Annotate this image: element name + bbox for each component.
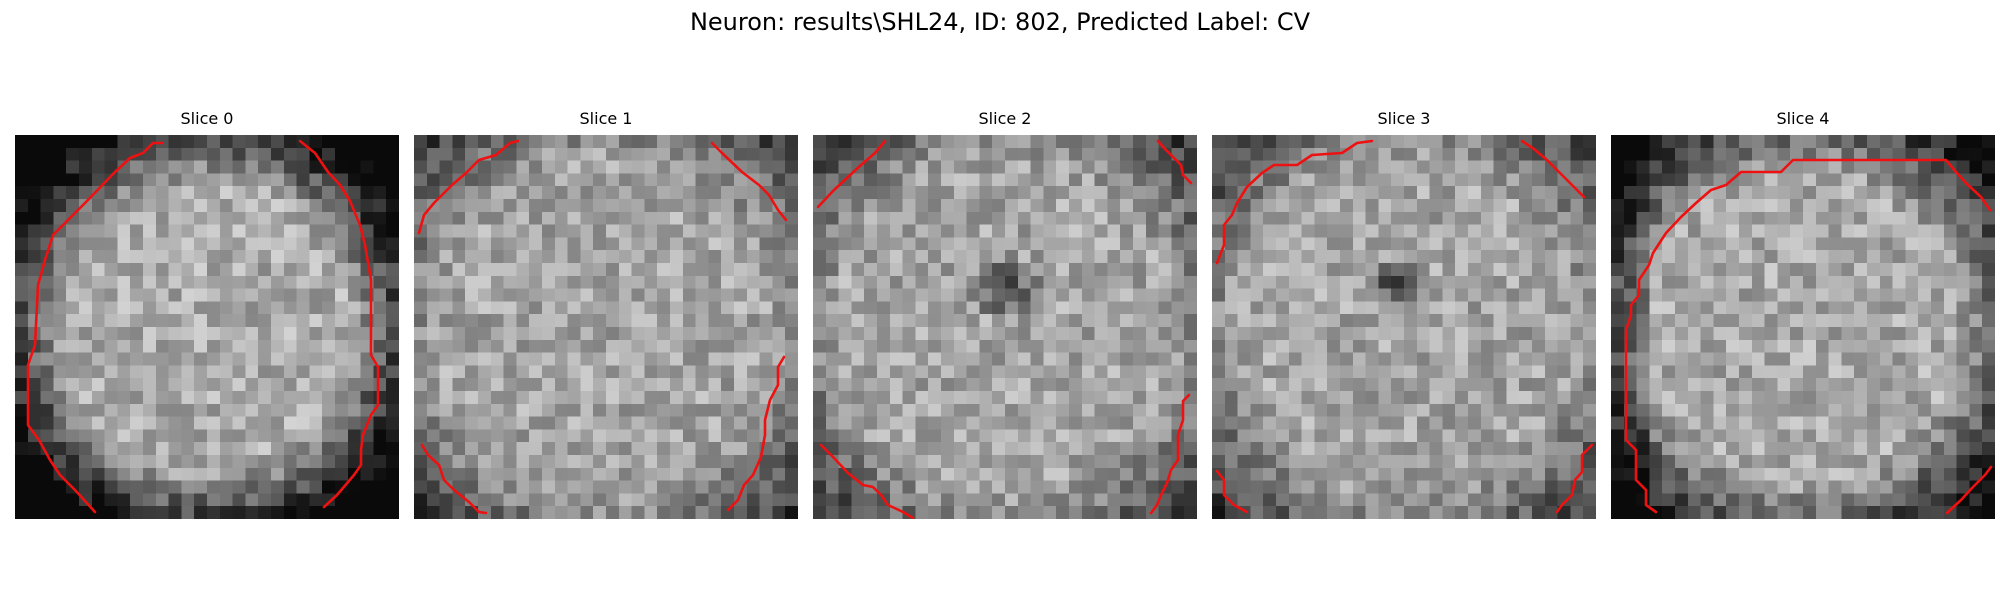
slice-title-3: Slice 3 [1377, 109, 1431, 128]
slice-image-2 [813, 135, 1197, 519]
slice-panel-1: Slice 1 [414, 108, 798, 519]
slice-panel-3: Slice 3 [1212, 108, 1596, 519]
slice-panel-0: Slice 0 [15, 108, 399, 519]
slice-image-0 [15, 135, 399, 519]
slice-image-1 [414, 135, 798, 519]
slice-title-1: Slice 1 [579, 109, 633, 128]
slice-title-2: Slice 2 [978, 109, 1032, 128]
slice-image-3 [1212, 135, 1596, 519]
slice-panel-2: Slice 2 [813, 108, 1197, 519]
slice-panel-4: Slice 4 [1611, 108, 1995, 519]
slice-title-4: Slice 4 [1776, 109, 1830, 128]
figure-title: Neuron: results\SHL24, ID: 802, Predicte… [689, 8, 1311, 36]
slice-image-4 [1611, 135, 1995, 519]
slice-title-0: Slice 0 [180, 109, 234, 128]
